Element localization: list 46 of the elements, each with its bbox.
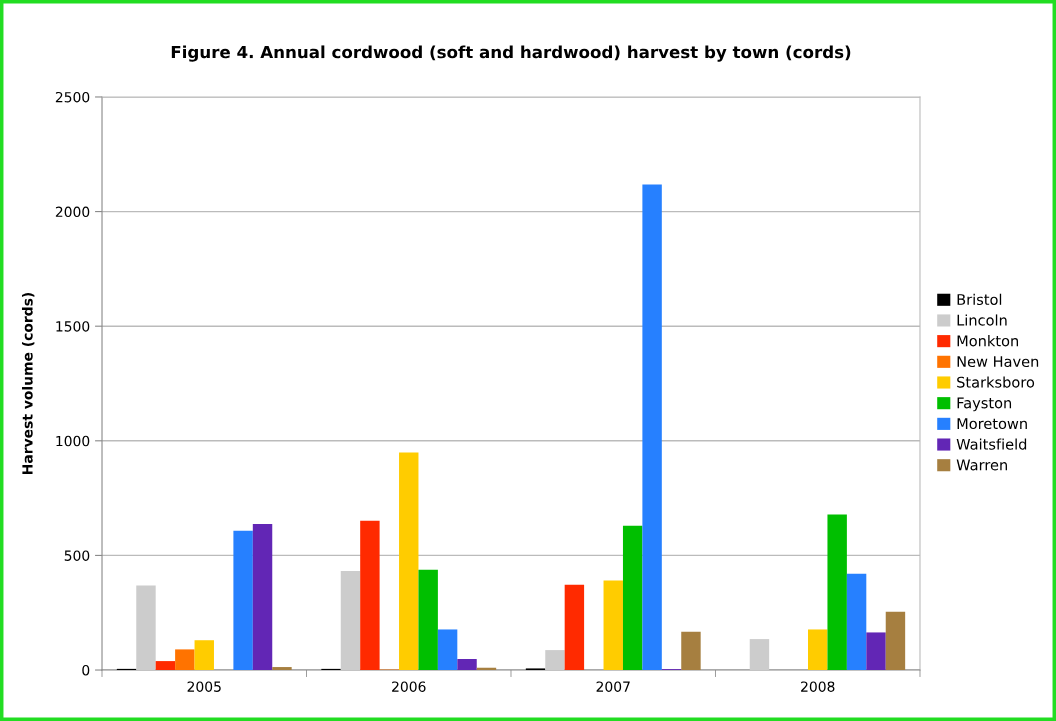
x-tick-label: 2007 — [596, 681, 630, 692]
y-axis-title: Harvest volume (cords) — [21, 292, 35, 474]
bar — [545, 650, 565, 671]
y-tick-label: 500 — [64, 550, 90, 561]
legend-label: Waitsfield — [956, 438, 1027, 450]
y-tick-label: 2000 — [55, 206, 90, 218]
legend-label: Starksboro — [957, 376, 1035, 388]
y-tick-label: 1000 — [56, 435, 90, 447]
bar — [749, 639, 770, 671]
legend-label: New Haven — [957, 356, 1039, 368]
bar — [564, 584, 585, 671]
bar — [622, 525, 643, 671]
legend-label: Monkton — [957, 335, 1018, 347]
x-tick-label: 2006 — [392, 681, 426, 692]
legend-label: Fayston — [957, 397, 1012, 412]
bar — [155, 661, 176, 671]
x-tick-label: 2005 — [187, 681, 221, 692]
bar — [885, 611, 906, 671]
bar — [136, 585, 156, 671]
legend-label: Bristol — [957, 293, 1002, 306]
x-tick-label: 2008 — [801, 681, 835, 692]
bar — [457, 659, 477, 671]
bar — [360, 520, 380, 671]
bar — [340, 571, 361, 671]
bar — [603, 580, 623, 671]
bar — [681, 631, 701, 671]
y-tick-label: 1500 — [56, 321, 90, 332]
y-tick-label: 0 — [82, 664, 90, 676]
bar — [252, 524, 273, 671]
bar — [399, 452, 419, 671]
bar — [808, 629, 828, 671]
bar — [194, 640, 214, 671]
bar — [437, 629, 458, 671]
chart-title: Figure 4. Annual cordwood (soft and hardwood) harvest by town (cords) — [171, 45, 851, 62]
y-tick-label: 2500 — [55, 91, 90, 103]
bar — [233, 530, 253, 671]
legend-label: Lincoln — [957, 314, 1007, 326]
bar — [175, 649, 195, 671]
bar — [642, 184, 662, 671]
bar — [418, 569, 438, 671]
bar — [827, 514, 847, 671]
legend-label: Moretown — [957, 418, 1027, 430]
bar — [866, 632, 886, 671]
legend-label: Warren — [956, 459, 1007, 471]
bar — [846, 573, 867, 671]
bar — [272, 667, 292, 671]
